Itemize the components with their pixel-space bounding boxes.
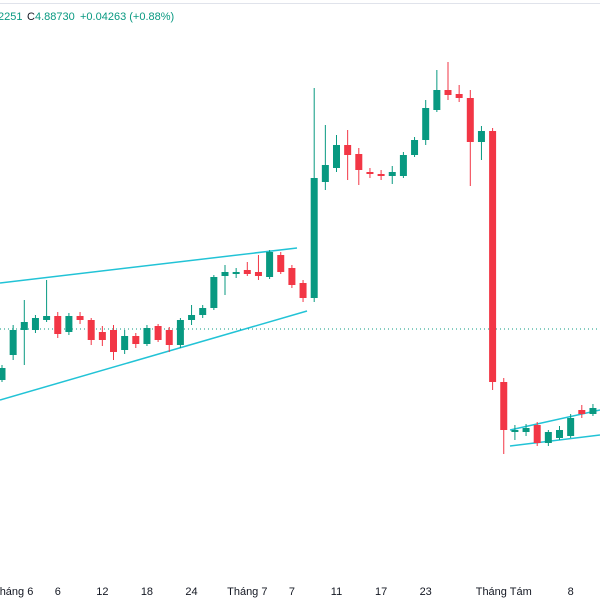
candle-body [254,272,262,276]
candle-body [455,94,463,98]
candle-body [31,318,39,330]
candle-body [232,272,240,274]
candle-body [422,108,430,140]
candle-body [321,165,329,182]
x-tick-label: Tháng 6 [0,586,33,598]
ohlc-tail: 2251 [0,11,22,23]
close-label: C [27,11,35,23]
candle-body [210,277,218,308]
candle-body [20,322,28,330]
candle-body [466,98,474,142]
candle-body [132,336,140,344]
candle-body [143,328,151,344]
candle-body [500,382,508,430]
change: +0.04263 (+0.88%) [80,11,174,23]
candle-body [87,320,95,340]
candle-body [9,330,17,355]
x-tick-label: Tháng 7 [227,586,267,598]
candle-body [110,330,117,352]
candle-body [299,283,307,298]
candle-body [556,430,563,438]
candle-body [165,330,173,345]
candle-body [377,174,385,176]
candle-body [54,316,62,334]
candle-body [489,131,497,382]
x-tick-label: 23 [420,586,432,598]
x-tick-label: 24 [185,586,197,598]
candle-body [477,131,485,142]
candle-body [98,332,106,340]
candle-body [154,326,162,340]
candle-body [76,316,84,320]
candle-body [589,408,597,414]
candle-body [277,255,285,272]
candle-body [533,425,541,443]
candle-body [433,90,441,110]
candle-body [333,145,340,168]
candle-body [366,172,374,174]
candle-body [411,140,419,155]
candle-body [388,172,396,176]
candle-body [266,252,274,277]
candle-body [399,155,407,176]
candle-body [544,432,552,443]
trend-lines [0,247,600,447]
candle-body [444,90,452,95]
candle-body [310,178,318,298]
candles [0,62,597,454]
x-tick-label: 6 [55,586,61,598]
candle-body [522,428,530,432]
candle-body [511,430,519,432]
candle-body [243,270,251,274]
candle-body [567,418,575,436]
candle-body [221,272,229,276]
x-tick-label: 8 [568,586,574,598]
candle-body [176,320,184,345]
candle-body [288,268,296,285]
candle-body [65,316,73,332]
close-value: 4.88730 [35,11,75,23]
x-tick-label: 7 [289,586,295,598]
trend-line [509,434,600,447]
candle-body [0,368,6,380]
x-tick-label: 17 [375,586,387,598]
candle-body [43,316,51,320]
x-tick-label: Tháng Tám [476,586,532,598]
candle-body [355,154,363,170]
x-tick-label: 18 [141,586,153,598]
x-tick-label: 12 [96,586,108,598]
candle-body [188,315,196,320]
candle-body [199,308,207,315]
candle-body [344,145,352,155]
trend-line [0,310,308,401]
trend-line [0,247,298,284]
trend-line [509,409,600,431]
candle-body [578,410,586,414]
x-tick-label: 11 [331,586,342,598]
candle-body [121,336,129,350]
